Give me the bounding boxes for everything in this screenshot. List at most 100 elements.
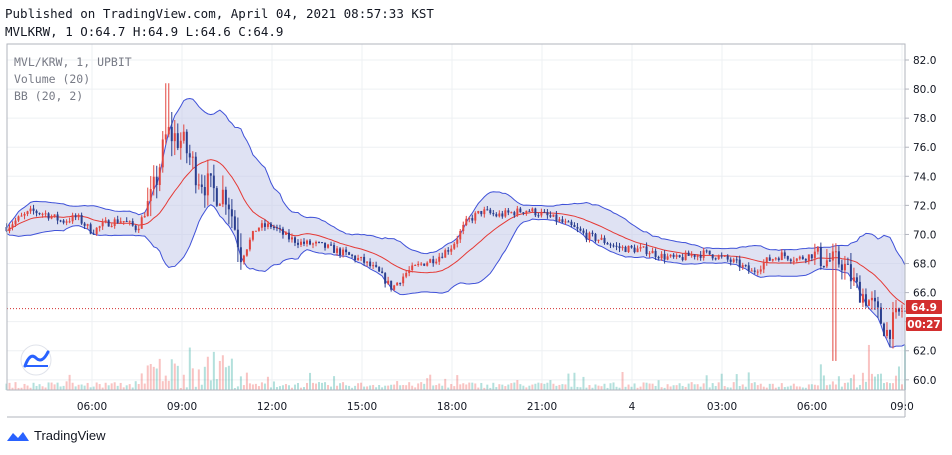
candle-body xyxy=(639,247,642,249)
volume-bar xyxy=(260,382,263,390)
volume-bar xyxy=(38,384,41,390)
volume-bar xyxy=(669,386,672,390)
volume-bar xyxy=(888,383,891,390)
volume-bar xyxy=(699,386,702,390)
candle-body xyxy=(206,173,209,196)
candle-body xyxy=(128,221,131,223)
volume-bar xyxy=(330,386,333,390)
candle-body xyxy=(65,221,68,223)
volume-bar xyxy=(615,386,618,390)
candle-body xyxy=(762,262,765,270)
volume-bar xyxy=(315,383,318,390)
candle-body xyxy=(471,218,474,221)
candle-body xyxy=(582,230,585,233)
volume-bar xyxy=(693,384,696,390)
candle-body xyxy=(642,246,645,248)
candle-body xyxy=(221,189,224,205)
volume-bar xyxy=(155,368,158,390)
volume-bar xyxy=(765,387,768,390)
volume-bar xyxy=(663,387,666,390)
candle-body xyxy=(477,211,480,214)
candle-body xyxy=(143,216,146,218)
candle-body xyxy=(492,213,495,215)
volume-bar xyxy=(230,358,233,390)
candle-body xyxy=(459,231,462,240)
volume-bar xyxy=(26,385,29,390)
candle-body xyxy=(795,258,798,261)
volume-bar xyxy=(462,383,465,390)
candlesticks xyxy=(5,83,906,361)
price-tick-label: 62.0 xyxy=(913,346,936,358)
price-tick-label: 68.0 xyxy=(913,259,936,271)
volume-bar xyxy=(432,385,435,390)
candle-body xyxy=(125,220,128,222)
volume-bar xyxy=(137,384,140,390)
candle-body xyxy=(864,294,867,306)
candle-body xyxy=(663,253,666,260)
candle-body xyxy=(134,225,137,231)
candle-body xyxy=(296,242,299,245)
volume-bar xyxy=(83,385,86,390)
volume-bar xyxy=(813,384,816,390)
candle-body xyxy=(657,256,660,259)
tradingview-logo[interactable]: TradingView xyxy=(6,428,106,443)
volume-bar xyxy=(296,382,299,390)
candle-body xyxy=(366,261,369,263)
candle-body xyxy=(360,256,363,259)
candle-body xyxy=(158,167,161,185)
candle-body xyxy=(879,307,882,324)
volume-bar xyxy=(20,387,23,390)
volume-bar xyxy=(546,382,549,390)
volume-bar xyxy=(480,382,483,390)
volume-bar xyxy=(747,372,750,390)
candle-body xyxy=(522,212,525,214)
candle-body xyxy=(330,244,333,246)
volume-bar xyxy=(465,384,468,390)
candle-body xyxy=(248,239,251,250)
candle-body xyxy=(651,250,654,254)
candle-body xyxy=(732,259,735,262)
volume-bar xyxy=(528,385,531,390)
candle-body xyxy=(417,263,420,266)
volume-bar xyxy=(501,384,504,390)
volume-bar xyxy=(191,368,194,390)
volume-bar xyxy=(447,387,450,390)
volume-bar xyxy=(843,382,846,390)
candle-body xyxy=(675,255,678,257)
candle-body xyxy=(375,265,378,267)
candle-body xyxy=(807,254,810,261)
candle-body xyxy=(693,254,696,257)
volume-bar xyxy=(74,386,77,390)
candle-body xyxy=(272,227,275,229)
candle-body xyxy=(293,237,296,243)
volume-bar xyxy=(816,385,819,390)
candle-body xyxy=(819,246,822,267)
candle-body xyxy=(474,213,477,221)
candle-body xyxy=(203,186,206,196)
candle-body xyxy=(576,227,579,229)
candle-body xyxy=(699,254,702,258)
bar-countdown: 00:27 xyxy=(907,319,940,331)
volume-bar xyxy=(107,385,110,390)
candle-body xyxy=(414,265,417,267)
volume-bar xyxy=(639,386,642,390)
volume-bar xyxy=(348,385,351,390)
candle-body xyxy=(435,261,438,264)
candle-body xyxy=(387,280,390,284)
candle-body xyxy=(765,257,768,263)
volume-bar xyxy=(312,382,315,390)
candle-body xyxy=(600,237,603,240)
candle-body xyxy=(444,250,447,258)
candle-body xyxy=(537,215,540,217)
candle-body xyxy=(849,264,852,282)
candle-body xyxy=(666,256,669,260)
candle-body xyxy=(390,280,393,290)
candle-body xyxy=(438,256,441,262)
candle-body xyxy=(768,257,771,261)
volume-bar xyxy=(735,374,738,390)
candle-body xyxy=(828,260,831,262)
volume-bar xyxy=(384,385,387,390)
volume-bar xyxy=(444,378,447,390)
volume-bar xyxy=(438,383,441,390)
